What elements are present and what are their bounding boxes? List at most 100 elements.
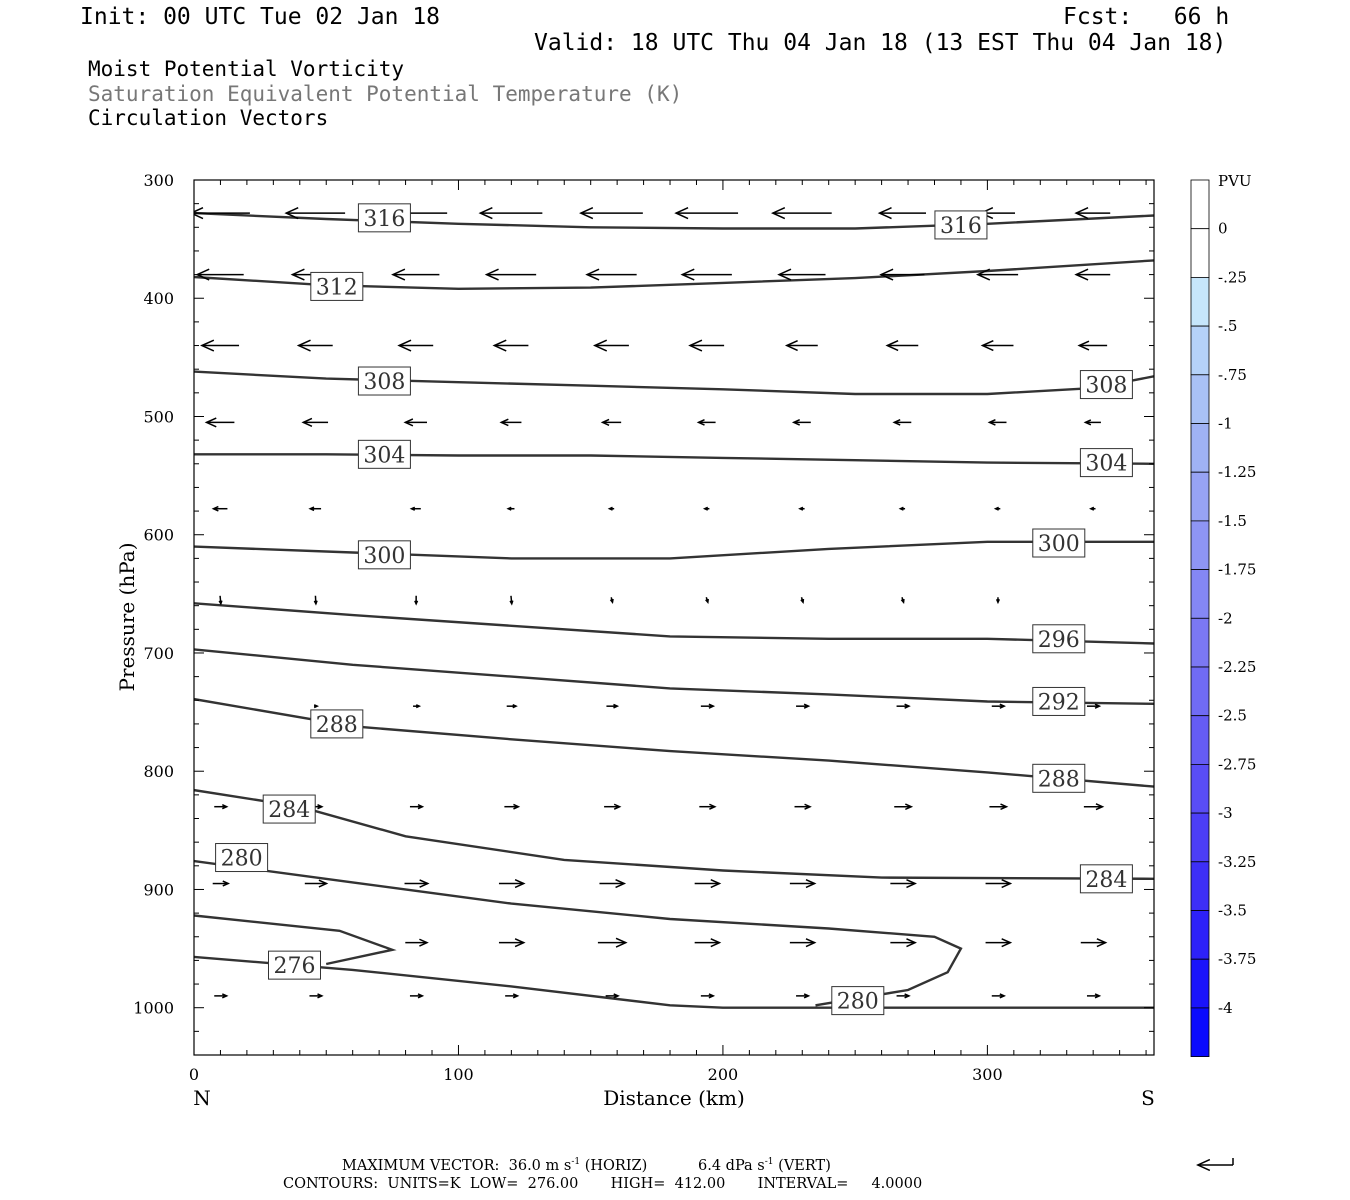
circulation-vector xyxy=(890,938,917,948)
circulation-vector xyxy=(1086,703,1102,709)
circulation-vector xyxy=(892,419,912,426)
colorbar-segment xyxy=(1190,423,1210,473)
circulation-vector xyxy=(985,938,1013,948)
circulation-vector xyxy=(1083,803,1105,811)
reference-arrow xyxy=(1196,1158,1233,1172)
contour-label-box xyxy=(215,843,269,873)
contour-label-box xyxy=(1032,686,1086,716)
circulation-vector xyxy=(688,339,725,352)
circulation-vector xyxy=(304,879,329,888)
valid-time: Valid: 18 UTC Thu 04 Jan 18 (13 EST Thu … xyxy=(534,30,1227,56)
circulation-vector xyxy=(699,803,717,810)
colorbar-label: -2.75 xyxy=(1218,755,1256,773)
max-vector-label: MAXIMUM VECTOR: xyxy=(342,1157,500,1174)
contour-label-box xyxy=(357,203,411,233)
theta-contour-292 xyxy=(194,648,1154,705)
circulation-vector xyxy=(579,207,643,220)
init-time: Init: 00 UTC Tue 02 Jan 18 xyxy=(80,4,441,30)
circulation-vector xyxy=(896,703,911,709)
circulation-vector xyxy=(796,703,811,709)
max-vert-unit: (VERT) xyxy=(778,1157,831,1174)
contour-label-288: 288 xyxy=(316,713,358,738)
circulation-vector xyxy=(1083,419,1101,426)
circulation-vector xyxy=(975,268,1019,281)
colorbar-segment xyxy=(1190,325,1210,376)
x-tick-label: 200 xyxy=(708,1065,739,1084)
theta-contour-308 xyxy=(194,370,1154,396)
circulation-vector xyxy=(194,207,250,220)
colorbar-segment xyxy=(1190,1007,1210,1058)
circulation-vector xyxy=(301,417,329,427)
circulation-vector xyxy=(680,268,732,281)
colorbar-label: -1 xyxy=(1218,415,1233,433)
circulation-vector xyxy=(405,938,429,947)
circulation-vector xyxy=(409,506,421,511)
circulation-vector xyxy=(987,419,1007,426)
y-tick-label: 1000 xyxy=(133,999,174,1018)
theta-contour-296 xyxy=(194,602,1154,645)
contour-label-308: 308 xyxy=(1085,374,1127,399)
colorbar-segment xyxy=(1190,666,1210,717)
colorbar-label: -3.5 xyxy=(1218,902,1247,920)
circulation-vector xyxy=(214,993,229,999)
reference-vector xyxy=(1196,1158,1234,1172)
y-tick-label: 400 xyxy=(143,289,174,308)
colorbar-segment xyxy=(1190,617,1210,668)
circulation-vector xyxy=(211,505,228,512)
circulation-vector xyxy=(777,268,826,281)
contour-label-box xyxy=(1032,624,1086,654)
circulation-vector xyxy=(403,418,427,427)
circulation-vector xyxy=(478,207,543,220)
circulation-vector xyxy=(879,268,925,281)
circulation-vector xyxy=(1086,993,1102,999)
field-title-thetae: Saturation Equivalent Potential Temperat… xyxy=(88,82,683,106)
colorbar-label: -.75 xyxy=(1218,366,1247,384)
contour-label-304: 304 xyxy=(1085,452,1127,477)
circulation-vector xyxy=(694,878,722,889)
circulation-vector xyxy=(877,207,927,220)
contour-label-box xyxy=(357,366,411,396)
colorbar-segment xyxy=(1190,179,1210,230)
y-tick-label: 900 xyxy=(143,880,174,899)
circulation-vector xyxy=(308,506,322,512)
x-tick-label: 0 xyxy=(189,1065,199,1084)
colorbar-label: -3 xyxy=(1218,804,1233,822)
forecast-hour: Fcst: 66 h xyxy=(1063,4,1230,30)
contour-label-box xyxy=(262,794,316,824)
colorbar-label: -1.25 xyxy=(1218,463,1256,481)
circulation-vector xyxy=(585,268,637,281)
circulation-vector xyxy=(993,506,1001,511)
contour-label-box xyxy=(357,540,411,570)
circulation-vector xyxy=(989,803,1009,811)
circulation-vector xyxy=(898,506,906,511)
circulation-vector xyxy=(505,993,520,999)
circulation-vector xyxy=(700,993,716,999)
y-tick-label: 700 xyxy=(143,644,174,663)
colorbar-label: -3.25 xyxy=(1218,853,1256,871)
circulation-vector xyxy=(597,937,628,948)
max-horiz-value: 36.0 m s xyxy=(508,1157,572,1174)
colorbar-segment xyxy=(1190,228,1210,278)
y-tick-label: 500 xyxy=(143,407,174,426)
circulation-vector xyxy=(509,595,514,606)
colorbar-segment xyxy=(1190,958,1210,1009)
south-label: S xyxy=(1141,1086,1155,1110)
contour-label-box xyxy=(1032,763,1086,793)
contour-label-box xyxy=(934,210,988,240)
contour-label-316: 316 xyxy=(363,207,405,232)
circulation-vector xyxy=(770,207,832,220)
contour-label-box xyxy=(267,950,321,980)
circulation-vector xyxy=(794,803,812,810)
circulation-vector xyxy=(214,804,229,810)
colorbar-unit: PVU xyxy=(1218,172,1252,190)
colorbar-segment xyxy=(1190,910,1210,960)
circulation-vector xyxy=(313,704,320,709)
contour-label-312: 312 xyxy=(316,275,358,300)
y-tick-label: 800 xyxy=(143,762,174,781)
circulation-vector xyxy=(409,804,425,810)
circulation-vector xyxy=(1080,938,1108,948)
circulation-vector xyxy=(296,339,333,352)
circulation-vector xyxy=(498,938,526,948)
circulation-vector xyxy=(600,418,622,427)
max-horiz-unit: (HORIZ) xyxy=(584,1157,648,1174)
